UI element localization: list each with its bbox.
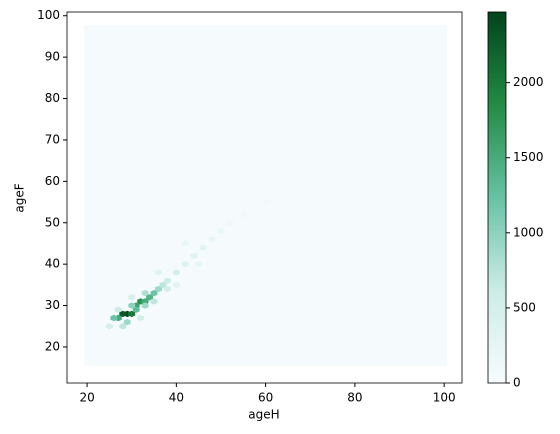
hex-cell	[137, 314, 145, 322]
colorbar-tick-label: 0	[513, 376, 521, 390]
hex-cell	[164, 277, 171, 284]
hex-cell	[181, 261, 189, 268]
hex-cell	[150, 289, 158, 297]
hex-cell	[119, 323, 127, 330]
x-tick-label: 100	[433, 391, 456, 405]
colorbar	[487, 11, 507, 384]
hex-cell	[195, 261, 203, 268]
hex-cell	[239, 211, 247, 218]
hex-cell	[132, 306, 140, 313]
hex-cell	[141, 302, 149, 309]
hexbin-background	[84, 25, 447, 366]
hex-cell	[123, 318, 131, 326]
x-axis-label: ageH	[248, 408, 279, 422]
hex-cell	[172, 269, 180, 276]
hex-cell	[146, 294, 153, 301]
x-tick-label: 80	[347, 391, 362, 405]
colorbar-tick-label: 500	[513, 300, 536, 314]
hex-cell	[199, 244, 207, 251]
x-tick-label: 20	[79, 391, 94, 405]
hex-cell	[119, 310, 127, 318]
colorbar-tick-label: 2000	[513, 75, 544, 89]
y-tick-label: 60	[45, 174, 60, 188]
plot-frame	[66, 11, 463, 384]
hex-cell	[159, 281, 167, 289]
hex-cell	[114, 306, 122, 313]
hex-cell	[105, 323, 113, 330]
hex-cell	[110, 314, 118, 322]
y-tick-label: 20	[45, 339, 60, 353]
hex-cell	[128, 310, 136, 318]
hex-cell	[190, 252, 198, 260]
y-tick-label: 40	[45, 257, 60, 271]
hex-cell	[150, 298, 158, 305]
hex-cell	[172, 281, 180, 289]
colorbar-tick-label: 1000	[513, 225, 544, 239]
y-tick-label: 50	[45, 215, 60, 229]
hex-cell	[217, 227, 225, 235]
y-tick-label: 100	[37, 8, 60, 22]
hex-cell	[141, 298, 149, 305]
hex-cell	[155, 269, 162, 276]
y-axis-label: ageF	[13, 183, 27, 212]
y-tick-label: 80	[45, 91, 60, 105]
y-tick-label: 30	[45, 298, 60, 312]
hex-cell	[164, 285, 171, 293]
hex-cell	[226, 219, 234, 226]
hex-cell	[181, 240, 189, 247]
hex-cell	[155, 285, 162, 293]
y-tick-label: 90	[45, 50, 60, 64]
x-tick-label: 60	[258, 391, 273, 405]
hex-cell	[128, 294, 136, 301]
hex-cell	[141, 289, 149, 297]
hex-cell	[208, 236, 216, 243]
x-tick-label: 40	[169, 391, 184, 405]
hex-cell	[262, 198, 270, 206]
colorbar-tick-label: 1500	[513, 150, 544, 164]
hex-cell	[128, 302, 136, 309]
y-tick-label: 70	[45, 132, 60, 146]
